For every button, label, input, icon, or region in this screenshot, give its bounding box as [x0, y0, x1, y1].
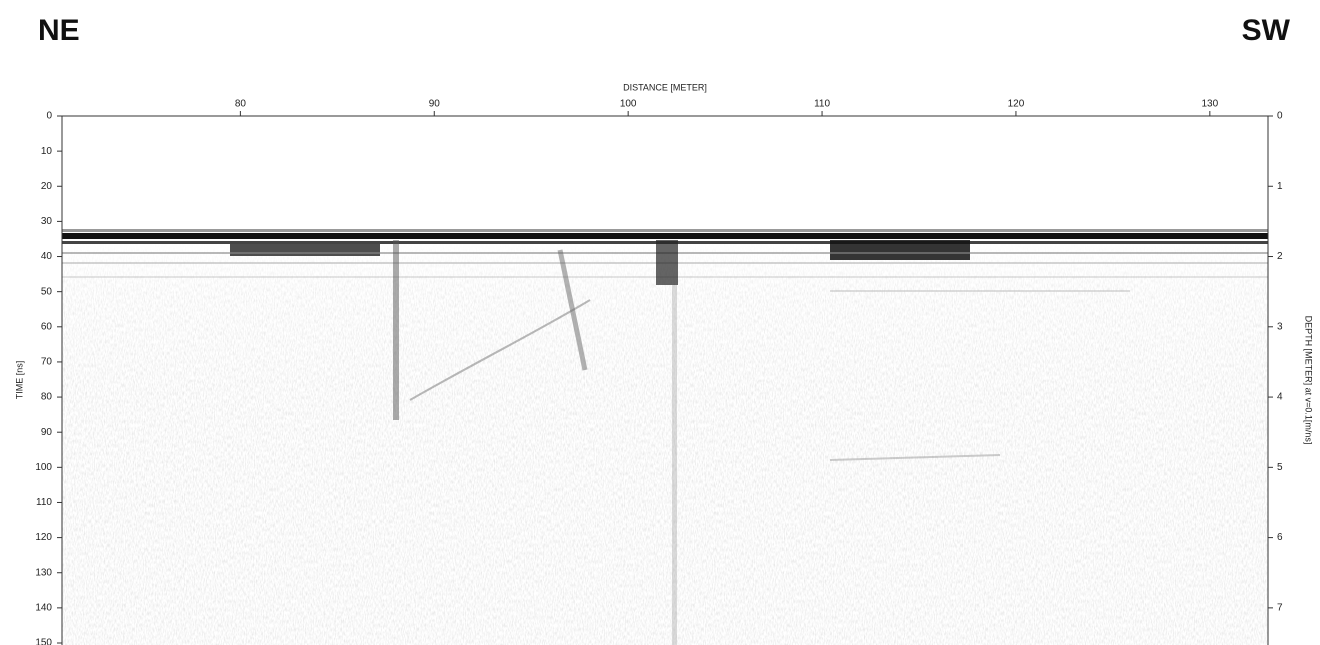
y-tick-label: 30 [41, 216, 53, 227]
y-tick-label: 120 [35, 532, 52, 543]
y2-tick-label: 5 [1277, 462, 1283, 473]
y2-tick-label: 3 [1277, 321, 1283, 332]
y-tick-label: 80 [41, 392, 53, 403]
y2-tick-label: 2 [1277, 251, 1283, 262]
y-tick-label: 110 [36, 497, 52, 508]
radargram-image [62, 116, 1268, 645]
x-tick-label: 110 [814, 99, 830, 110]
y-tick-label: 130 [35, 567, 52, 578]
y2-tick-label: 6 [1277, 532, 1283, 543]
y-tick-label: 0 [46, 111, 52, 122]
x-tick-label: 100 [620, 99, 637, 110]
y2-tick-label: 1 [1277, 181, 1283, 192]
direction-label: NE [38, 14, 80, 47]
y-tick-label: 140 [35, 603, 52, 614]
y-tick-label: 40 [41, 251, 53, 262]
y-tick-label: 10 [41, 146, 53, 157]
x-axis-title: DISTANCE [METER] [623, 82, 707, 92]
y-tick-label: 150 [35, 638, 52, 645]
x-tick-label: 90 [429, 99, 441, 110]
x-tick-label: 120 [1008, 99, 1025, 110]
y-tick-label: 20 [41, 181, 53, 192]
x-tick-label: 130 [1201, 99, 1218, 110]
y-tick-label: 50 [41, 286, 53, 297]
direction-label: SW [1242, 14, 1291, 47]
chart: NE SW DISTANCE [METER] TIME [ns] DEPTH [… [0, 0, 1320, 645]
y-tick-label: 70 [41, 357, 53, 368]
x-tick-label: 80 [235, 99, 247, 110]
y2-axis-title: DEPTH [METER] at v=0.1[m/ns] [1304, 316, 1314, 445]
y2-tick-label: 0 [1277, 111, 1283, 122]
y2-tick-label: 4 [1277, 392, 1283, 403]
y2-tick-label: 7 [1277, 603, 1283, 614]
y-tick-label: 60 [41, 321, 53, 332]
y-tick-label: 100 [35, 462, 52, 473]
y-axis-title: TIME [ns] [14, 361, 24, 400]
y-tick-label: 90 [41, 427, 53, 438]
